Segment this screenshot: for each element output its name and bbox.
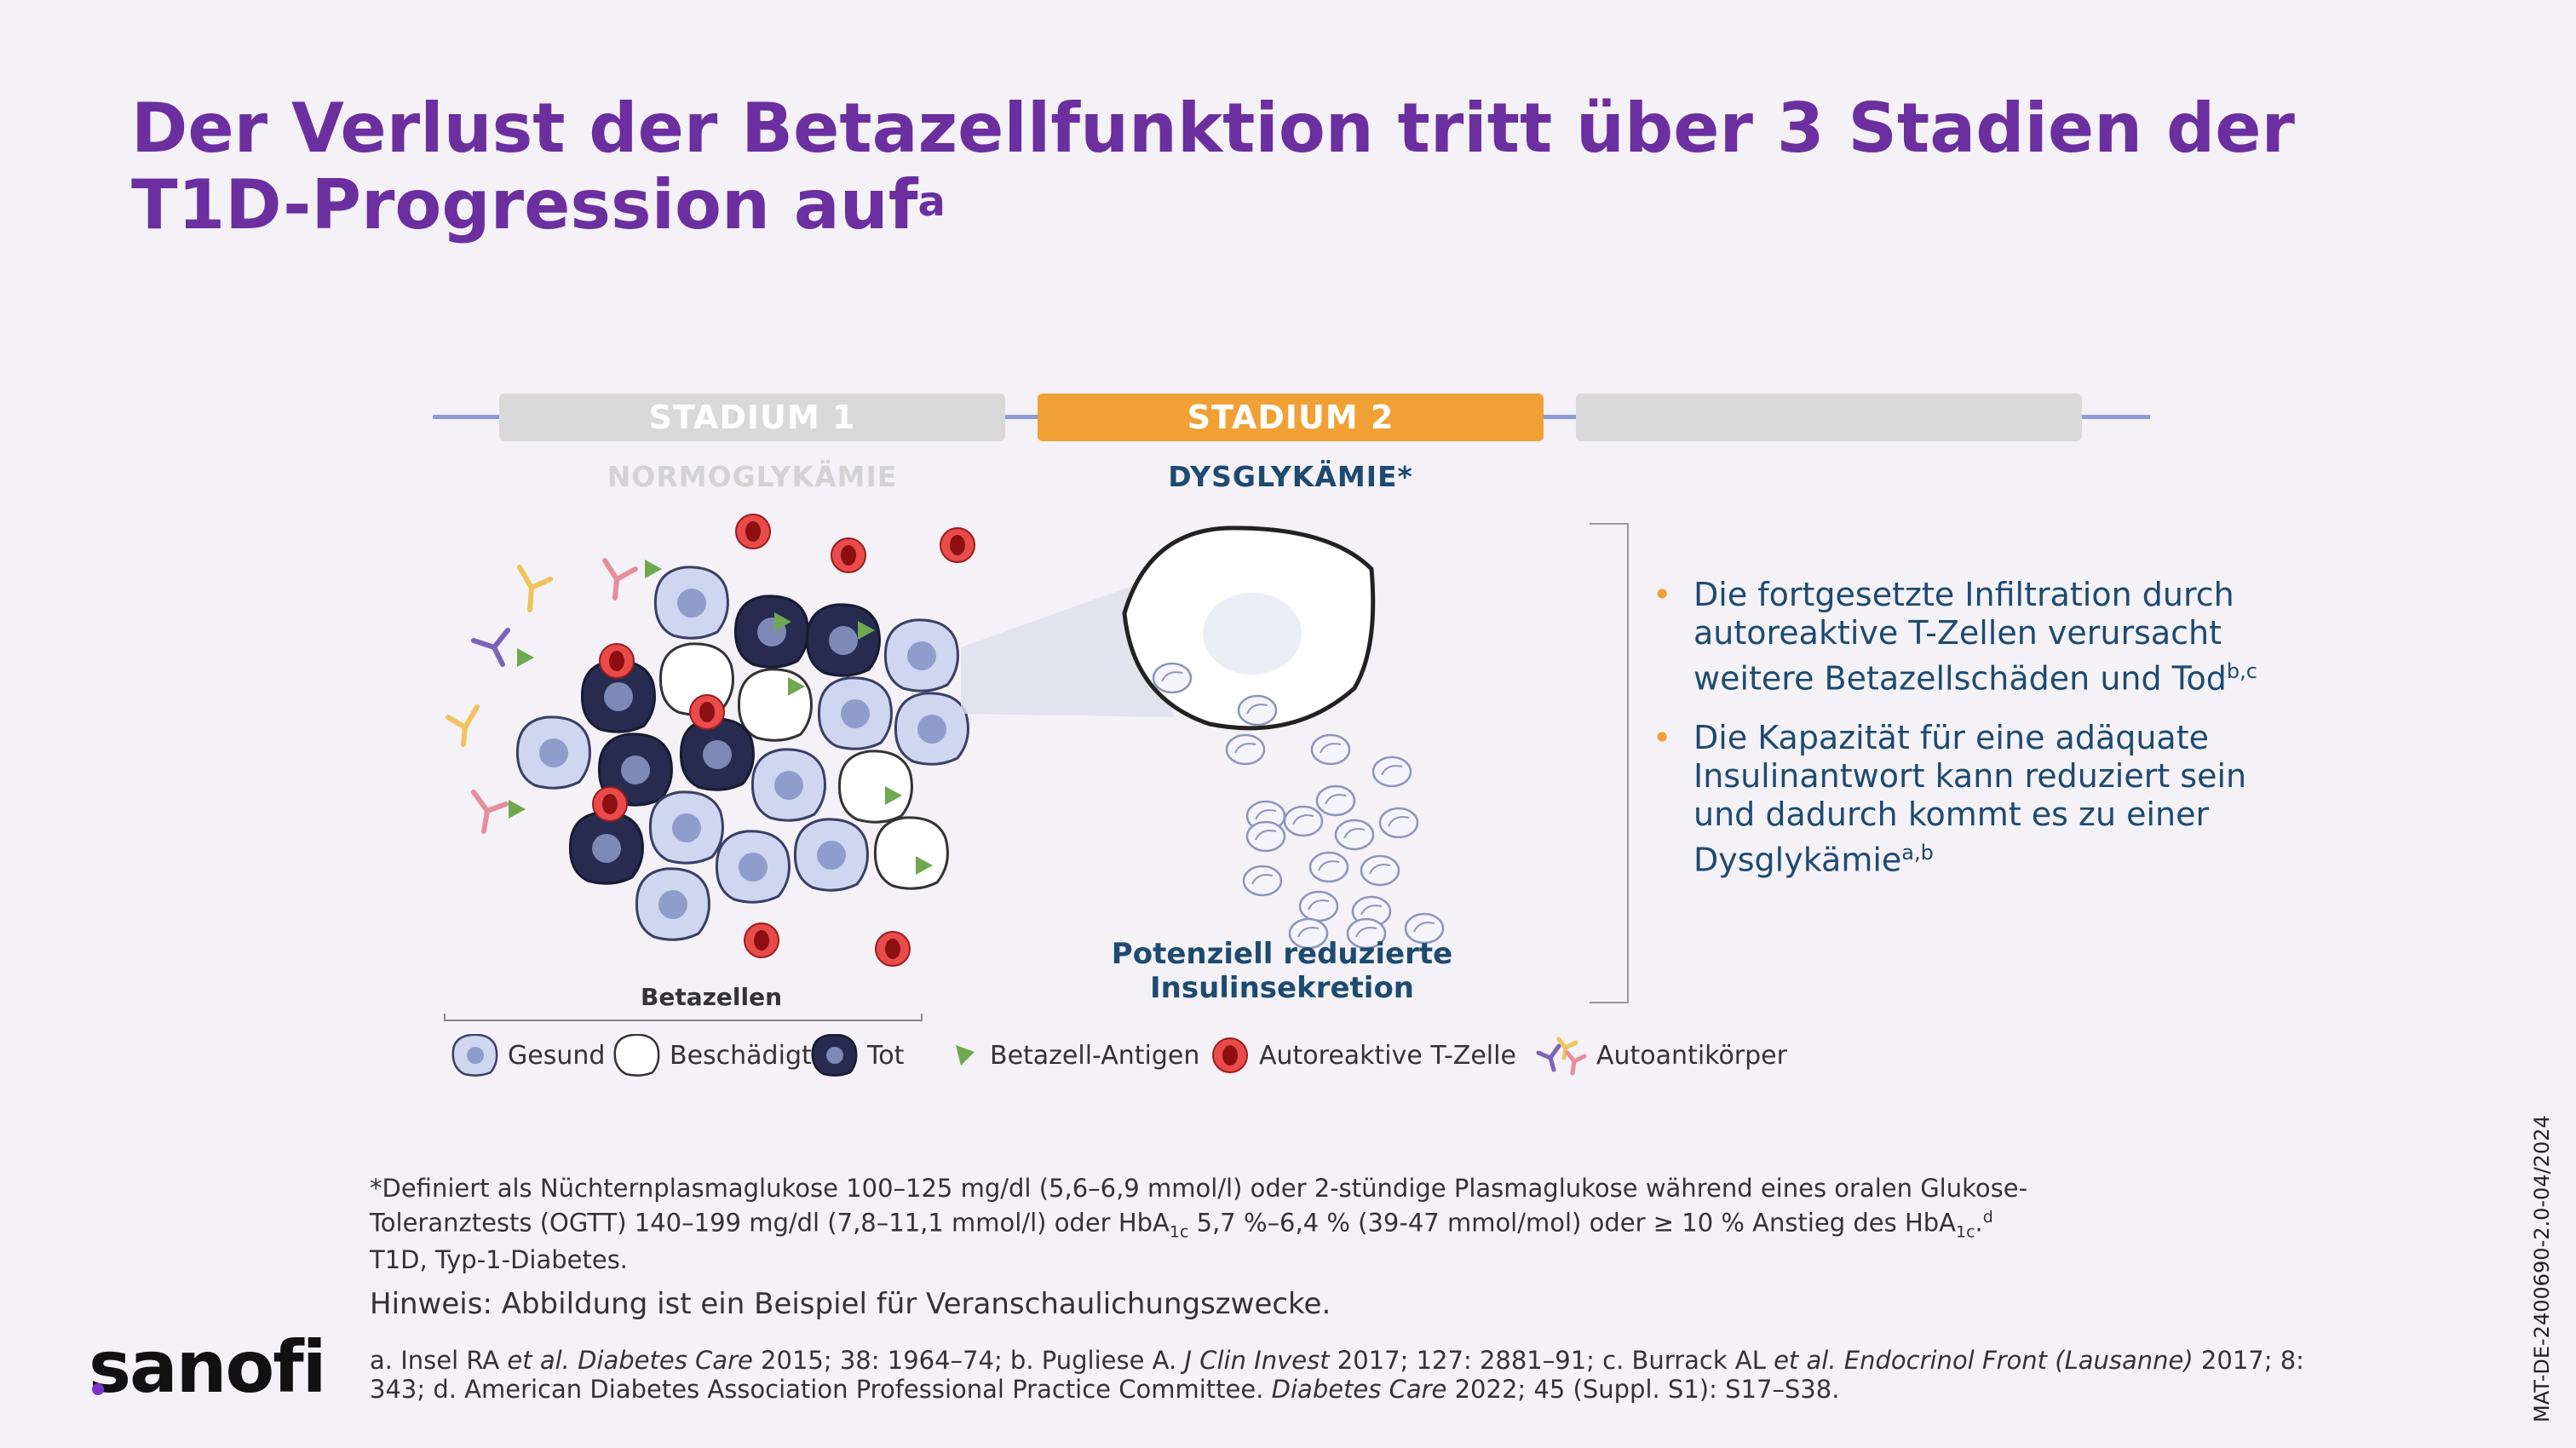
stage-1-bar: STADIUM 1 (499, 394, 1005, 441)
illustration-note: Hinweis: Abbildung ist ein Beispiel für … (370, 1287, 1331, 1321)
autoreactive-t-cell-icon (1212, 1037, 1248, 1073)
sanofi-logo: sanofi (89, 1325, 327, 1409)
stage-2-bar: STADIUM 2 (1038, 394, 1544, 441)
beta-cell-antigen-icon (956, 1045, 975, 1066)
page-title: Der Verlust der Betazellfunktion tritt ü… (131, 90, 2431, 244)
title-footnote-marker: a (917, 178, 946, 226)
title-line-2: T1D-Progression auf (131, 165, 918, 244)
legend-antigen: Betazell-Antigen (946, 1034, 1199, 1077)
stage-1-label: STADIUM 1 (648, 399, 856, 436)
legend-autoantibody: Autoantikörper (1533, 1034, 1787, 1077)
stage-2-subtitle: DYSGLYKÄMIE* (1168, 460, 1413, 493)
bullet-item: • Die fortgesetzte Infiltration durch aut… (1653, 576, 2257, 698)
insulin-label-line-1: Potenziell reduzierte (1111, 937, 1453, 971)
insulin-secretion-label: Potenziell reduzierte Insulinsekretion (1065, 937, 1499, 1005)
bullet-list: • Die fortgesetzte Infiltration durch aut… (1653, 576, 2266, 899)
insulin-label-line-2: Insulinsekretion (1149, 971, 1415, 1005)
stage-2-label: STADIUM 2 (1187, 399, 1394, 436)
healthy-cell-icon (451, 1034, 498, 1077)
legend-damaged: Beschädigt (612, 1034, 812, 1077)
bullet-item: • Die Kapazität für eine adäquate Insulin… (1653, 718, 2247, 879)
document-code: MAT-DE-2400690-2.0-04/2024 (2530, 1115, 2554, 1422)
beta-cells-label: Betazellen (640, 983, 783, 1011)
stage-1-subtitle: NORMOGLYKÄMIE (607, 460, 898, 493)
legend-healthy: Gesund (450, 1034, 605, 1077)
bullet-bracket (1590, 523, 1629, 1003)
abbreviation-footnote: T1D, Typ-1-Diabetes. (370, 1245, 629, 1274)
dead-cell-icon (811, 1034, 858, 1077)
sanofi-logo-dot (92, 1383, 104, 1395)
title-line-1: Der Verlust der Betazellfunktion tritt ü… (131, 89, 2295, 168)
legend-dead: Tot (809, 1034, 904, 1077)
definition-footnote: *Definiert als Nüchternplasmaglukose 100… (370, 1174, 2028, 1242)
legend-t-cell: Autoreaktive T-Zelle (1208, 1034, 1516, 1077)
beta-cell-illustration (444, 514, 1445, 1021)
references: a. Insel RA et al. Diabetes Care 2015; 3… (370, 1346, 2304, 1404)
autoantibody-icon (1536, 1037, 1587, 1076)
stage-3-bar (1576, 394, 2082, 441)
damaged-cell-icon (613, 1034, 660, 1077)
